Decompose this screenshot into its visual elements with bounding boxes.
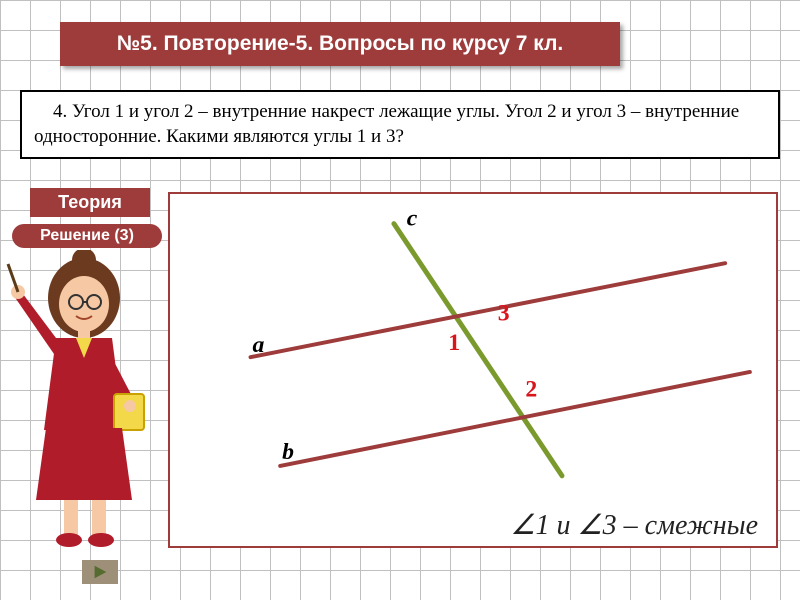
next-button[interactable] <box>82 560 118 584</box>
angle-3: 3 <box>498 301 510 327</box>
line-b <box>280 372 750 466</box>
label-a: a <box>253 332 265 358</box>
answer-text: ∠1 и ∠3 – смежные <box>510 508 758 542</box>
title-box: №5. Повторение-5. Вопросы по курсу 7 кл. <box>60 22 620 66</box>
solution-label: Решение (3) <box>40 227 134 244</box>
problem-box: 4. Угол 1 и угол 2 – внутренние накрест … <box>20 90 780 159</box>
solution-tab[interactable]: Решение (3) <box>12 224 162 248</box>
title-text: №5. Повторение-5. Вопросы по курсу 7 кл. <box>117 32 564 55</box>
label-b: b <box>282 439 294 465</box>
label-c: c <box>407 206 418 232</box>
angle-2: 2 <box>525 377 537 403</box>
teacher-illustration <box>6 250 176 550</box>
angle-1: 1 <box>448 330 460 356</box>
diagram-panel: a b c 1 3 2 ∠1 и ∠3 – смежные <box>168 192 778 548</box>
theory-tab[interactable]: Теория <box>30 188 150 217</box>
theory-label: Теория <box>58 192 122 212</box>
diagram-svg: a b c 1 3 2 <box>170 194 776 546</box>
problem-text: 4. Угол 1 и угол 2 – внутренние накрест … <box>34 101 739 147</box>
play-icon <box>91 563 109 581</box>
line-a <box>251 263 726 357</box>
